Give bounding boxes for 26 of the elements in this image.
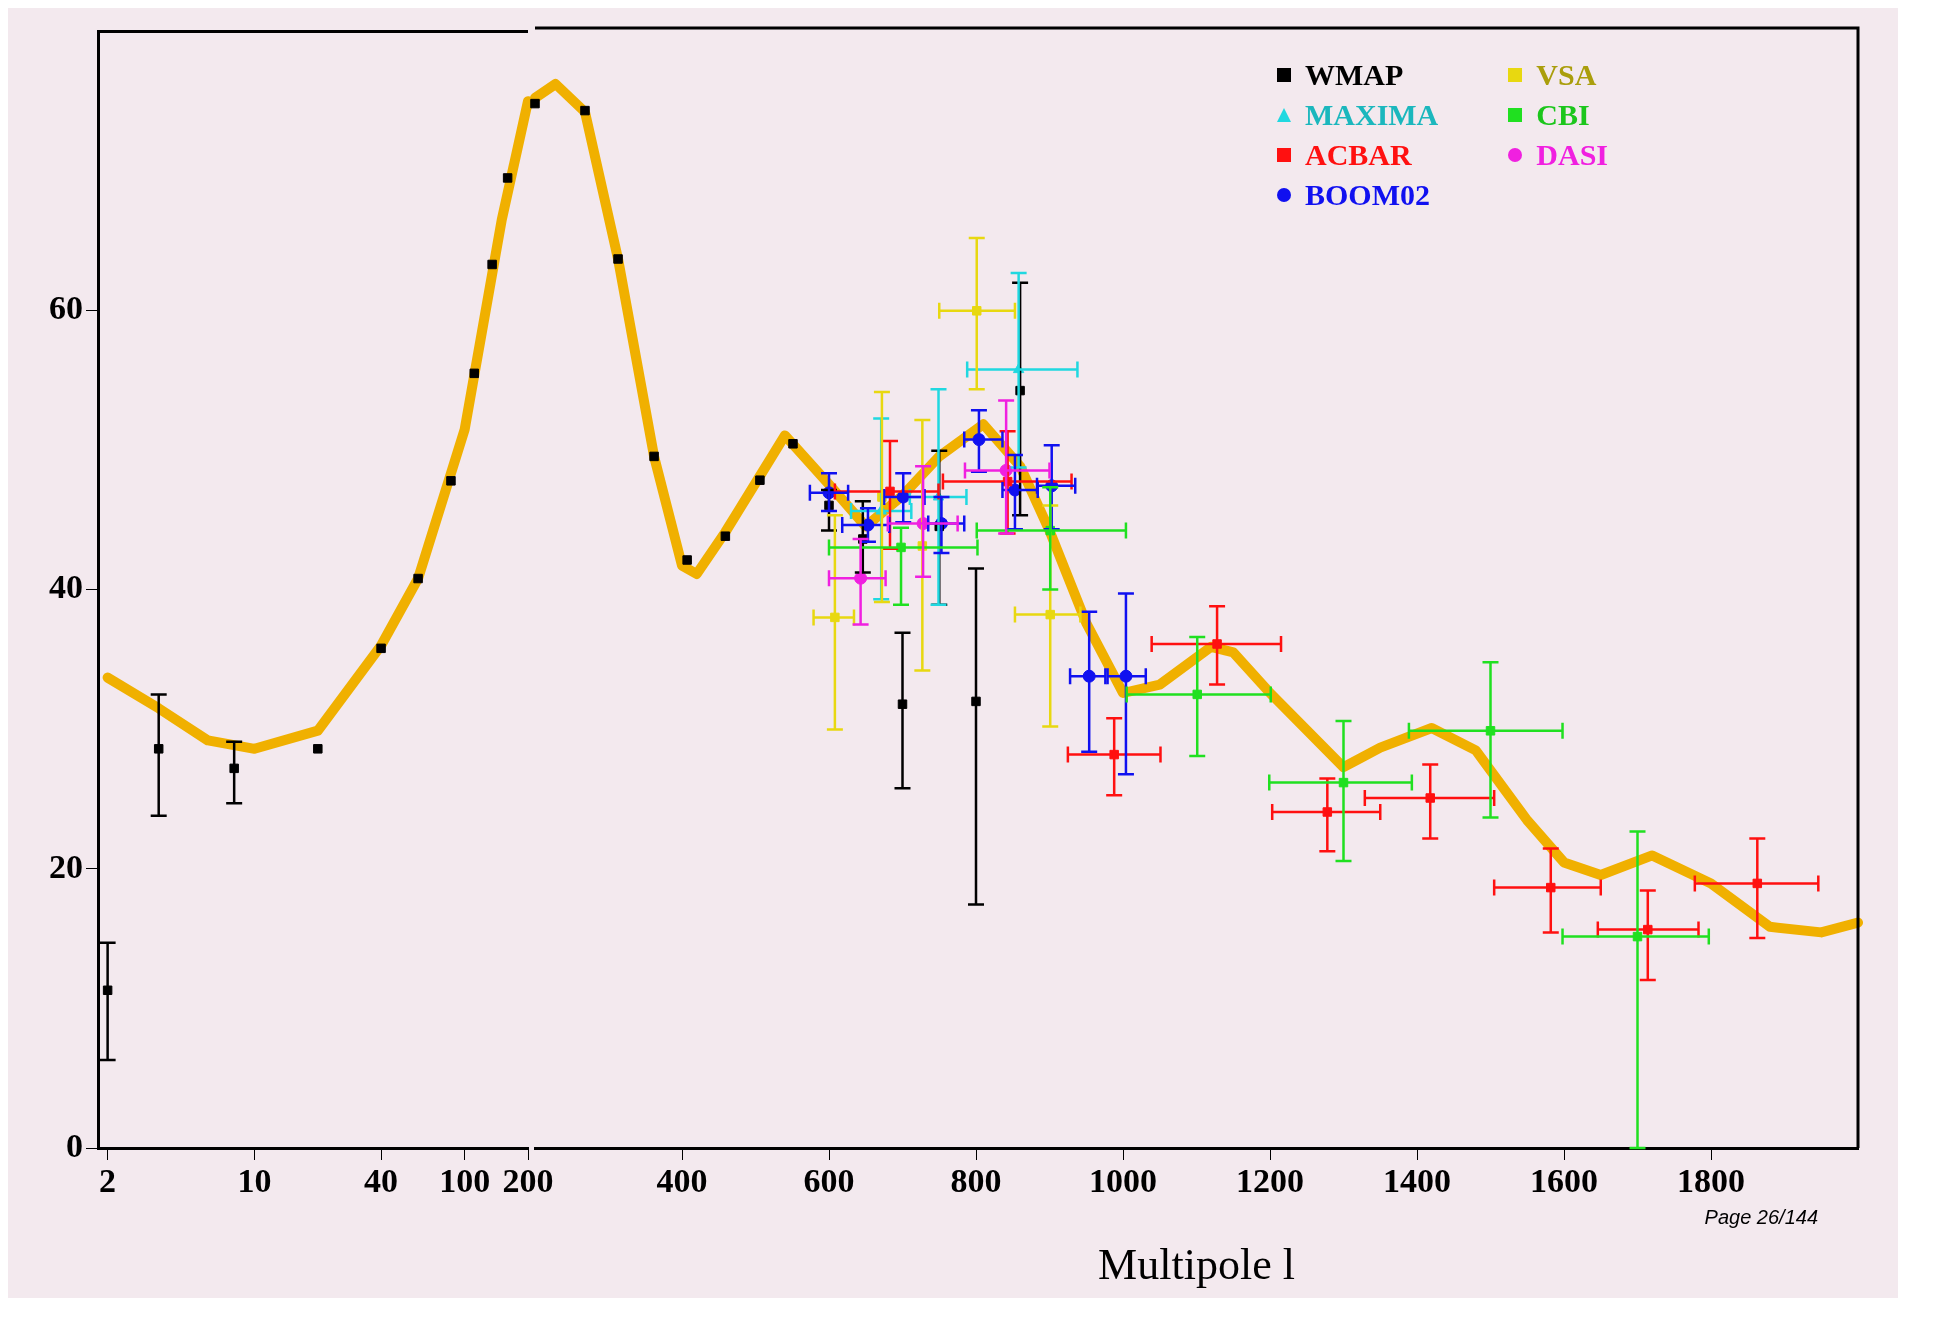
x-tick-label: 800	[950, 1162, 1002, 1200]
x-tick-label: 10	[237, 1162, 272, 1200]
legend-label: BOOM02	[1304, 178, 1430, 212]
x-tick-label: 600	[803, 1162, 855, 1200]
x-axis-title: Multipole l	[1098, 1240, 1295, 1290]
text: Page 26/144	[1704, 1205, 1818, 1228]
x-tick-label: 1600	[1530, 1162, 1598, 1200]
legend-label: MAXIMA	[1304, 98, 1439, 132]
y-tick-label: 0	[66, 1126, 83, 1164]
y-tick-label: 40	[49, 568, 83, 606]
x-tick-label: 1000	[1089, 1162, 1157, 1200]
y-tick-label: 20	[49, 847, 83, 885]
legend-label: VSA	[1536, 58, 1597, 92]
x-tick-label: 400	[656, 1162, 708, 1200]
legend-label: DASI	[1536, 138, 1608, 172]
legend-label: WMAP	[1304, 58, 1404, 92]
y-tick-label: 60	[49, 289, 83, 327]
legend-label: CBI	[1536, 98, 1590, 132]
x-tick-label: 1400	[1383, 1162, 1451, 1200]
x-tick-label: 200	[502, 1162, 554, 1200]
legend-label: ACBAR	[1304, 138, 1412, 172]
x-tick-label: 1200	[1236, 1162, 1304, 1200]
x-tick-label: 2	[99, 1162, 117, 1200]
x-tick-label: 100	[439, 1162, 491, 1200]
x-tick-label: 1800	[1677, 1162, 1745, 1200]
x-tick-label: 40	[364, 1162, 399, 1200]
